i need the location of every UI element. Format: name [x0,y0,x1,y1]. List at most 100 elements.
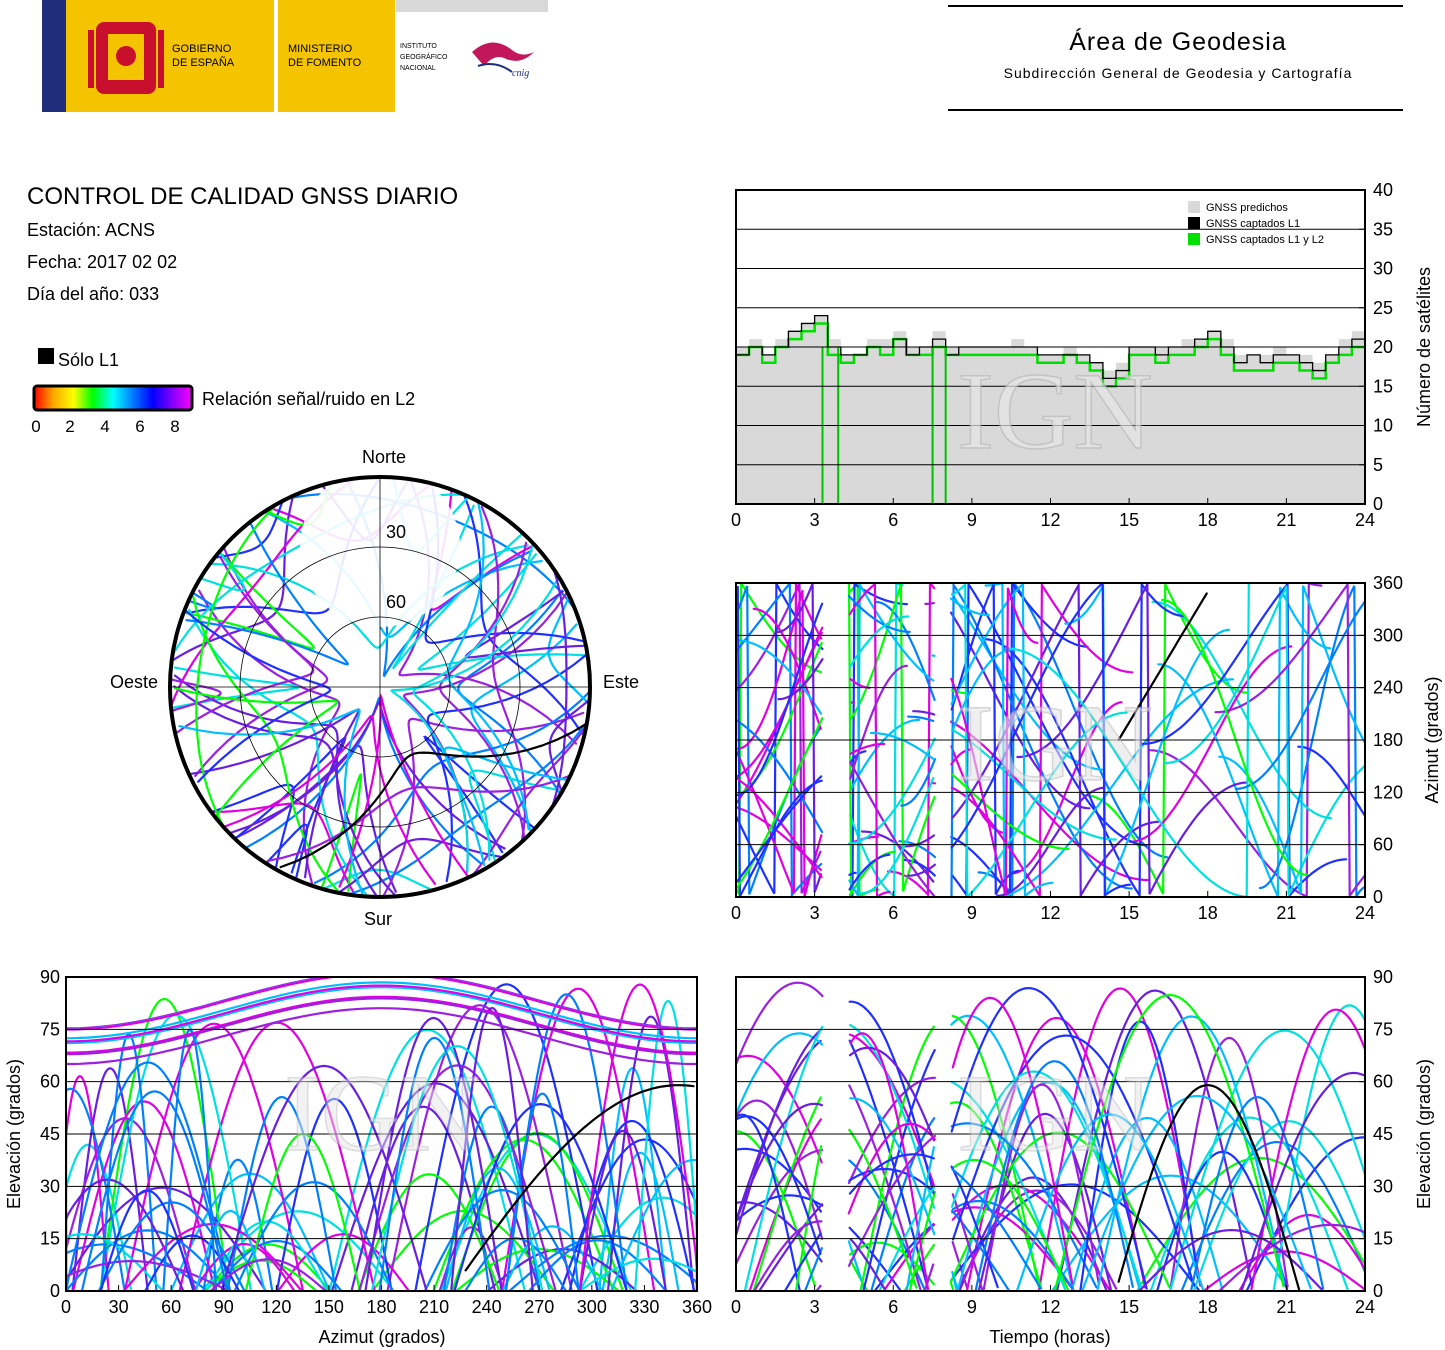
count-ylabel: Número de satélites [1414,267,1434,427]
azimuth-track [1084,583,1249,895]
skyplot-track [381,711,585,897]
elevation-track [1218,1223,1365,1291]
elevation-track [1081,1094,1312,1291]
elevation-track [950,986,1148,1290]
elt-watermark: IGN [957,1052,1153,1174]
skyplot: 30 60 Norte Sur Oeste Este [110,447,639,929]
azimuth-track [1004,583,1252,897]
area-title: Área de Geodesia [1069,27,1287,56]
elevation-track [950,1122,1098,1289]
azimuth-track [924,601,935,605]
elevation-azimuth-track [209,1258,327,1291]
elevation-track [982,1083,1100,1291]
azimuth-track [950,583,1131,897]
skyplot-track [417,553,589,671]
azimuth-track [951,689,968,695]
y-tick-label: 5 [1373,455,1383,475]
elevation-track [736,1115,822,1255]
snr-tick-4: 4 [100,417,109,436]
skyplot-track [438,541,528,841]
azimuth-track [951,593,1105,771]
legend-predicted-swatch [1188,201,1200,213]
snr-tick-2: 2 [65,417,74,436]
azimuth-track [912,710,936,716]
elevation-track [951,1193,984,1291]
y-tick-label: 60 [1373,1072,1393,1092]
skyplot-track [443,746,570,867]
elevation-track [736,1054,823,1164]
x-tick-label: 60 [161,1297,181,1317]
skyplot-track [350,720,589,895]
elevation-azimuth-track [370,1044,544,1291]
elevation-azimuth-track [194,1209,266,1291]
elevation-track [951,1241,969,1290]
elevation-azimuth-track [66,1075,110,1291]
elevation-track [1202,1250,1365,1291]
elevation-azimuth-track [423,1188,581,1291]
elevation-azimuth-track-high [66,1007,697,1066]
azimuth-track [983,583,1185,897]
x-tick-label: 6 [888,1297,898,1317]
elt-frame [735,976,1366,1292]
y-tick-label: 75 [40,1019,60,1039]
elevation-track [849,1032,930,1291]
skyplot-track [188,608,370,897]
elevation-time-chart: 0 15 30 45 60 75 90 0 3 6 9 12 15 18 21 24 IGN Tiempo (… [731,967,1434,1347]
elevation-azimuth-track [66,1061,232,1291]
skyplot-track [178,708,365,897]
legend-l1l2-swatch [1188,233,1200,245]
ministerio-line-2: DE FOMENTO [288,57,362,69]
y-tick-label: 45 [40,1124,60,1144]
elt-ylabel: Elevación (grados) [1414,1059,1434,1209]
snr-tick-0: 0 [31,417,40,436]
elevation-track [847,1134,936,1267]
skyplot-track [212,802,357,897]
azimuth-track [950,583,1089,897]
instituto-line-2: GEOGRÁFICO [400,52,448,61]
az-ylabel: Azimut (grados) [1422,676,1442,803]
y-tick-label: 180 [1373,730,1403,750]
azimuth-track [951,728,1117,841]
elevation-azimuth-track [100,1032,158,1291]
elevation-track [950,1070,1142,1288]
elevation-track [736,1201,823,1263]
x-tick-label: 15 [1119,510,1139,530]
skyplot-west-label: Oeste [110,672,158,692]
skyplot-track [423,735,537,854]
report-title: CONTROL DE CALIDAD GNSS DIARIO [27,183,458,210]
elevation-track [1189,1096,1325,1291]
y-tick-label: 90 [1373,967,1393,987]
y-tick-label: 360 [1373,573,1403,593]
azimuth-track [906,863,936,877]
elevation-track [1180,1141,1365,1291]
cnig-logo-icon [472,42,534,73]
elevation-azimuth-track [80,1090,229,1291]
azimuth-track [848,718,921,793]
x-tick-label: 30 [109,1297,129,1317]
elevation-track [783,1232,822,1291]
y-tick-label: 0 [1373,1281,1383,1301]
azimuth-track [1258,585,1365,897]
elevation-track [951,1158,1070,1291]
elevation-track [736,1102,824,1225]
azimuth-track [1234,599,1365,790]
elevation-track [949,1281,955,1291]
azimuth-time-chart: 0 60 120 180 240 300 360 0 3 6 9 12 15 18 21 24 IGN Azi… [731,573,1442,923]
skyplot-track [266,823,309,881]
skyplot-track [426,652,589,883]
count-frame [735,189,1366,505]
x-tick-label: 9 [967,903,977,923]
elevation-azimuth-track [414,983,599,1291]
gobierno-line-1: GOBIERNO [172,43,232,55]
elevation-azimuth-track [123,1022,305,1291]
skyplot-track [222,714,436,885]
skyplot-track [266,774,572,862]
elevation-track [848,1046,935,1142]
elevation-track [847,1240,865,1289]
elevation-track [908,1191,936,1291]
x-tick-label: 15 [1119,1297,1139,1317]
elevation-azimuth-track [504,1092,580,1291]
elevation-track [849,1097,936,1236]
elevation-azimuth-track-high [66,995,697,1054]
azimuth-track [1128,645,1293,843]
